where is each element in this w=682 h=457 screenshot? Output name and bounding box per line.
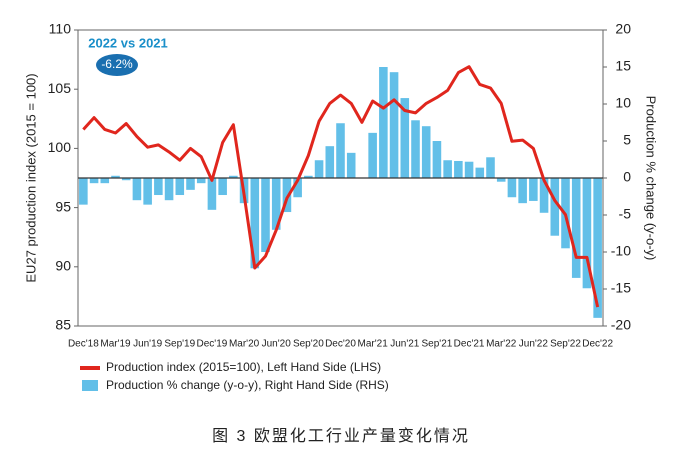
y2-tick-label: 10 bbox=[615, 95, 631, 111]
x-tick-label: Mar'19 bbox=[100, 339, 131, 350]
x-tick-label: Dec'19 bbox=[197, 339, 228, 350]
line bbox=[82, 65, 600, 308]
bar bbox=[368, 132, 377, 178]
bar bbox=[571, 178, 581, 278]
annotation-badge bbox=[96, 54, 138, 76]
bar bbox=[314, 160, 324, 178]
y2-tick-label: 5 bbox=[623, 132, 631, 148]
x-tick-label: Sep'21 bbox=[422, 339, 453, 350]
bar bbox=[507, 178, 517, 198]
bar bbox=[443, 160, 452, 178]
bar bbox=[271, 178, 281, 230]
bar bbox=[411, 120, 420, 178]
x-tick-label: Sep'20 bbox=[293, 339, 324, 350]
bar bbox=[89, 178, 99, 184]
bar bbox=[400, 98, 410, 178]
bar bbox=[229, 175, 238, 178]
bar bbox=[164, 178, 174, 201]
bar bbox=[293, 178, 302, 198]
bar bbox=[121, 178, 131, 181]
y-tick-label: 85 bbox=[55, 317, 71, 333]
bar bbox=[218, 178, 227, 196]
bar bbox=[186, 178, 195, 190]
caption: 图 3 欧盟化工行业产量变化情况 bbox=[212, 427, 470, 445]
bar bbox=[529, 178, 538, 201]
y-tick-label: 105 bbox=[48, 80, 72, 96]
bar bbox=[336, 123, 345, 178]
bar bbox=[464, 161, 474, 178]
y-tick-label: 110 bbox=[49, 21, 72, 37]
bar bbox=[261, 178, 270, 252]
x-tick-label: Mar'20 bbox=[229, 339, 260, 350]
bar bbox=[389, 72, 399, 178]
x-tick-label: Mar'22 bbox=[486, 339, 517, 350]
bar bbox=[539, 178, 549, 213]
bar bbox=[250, 178, 260, 269]
bar bbox=[143, 178, 152, 205]
bar bbox=[518, 178, 527, 204]
x-tick-label: Sep'19 bbox=[164, 339, 195, 350]
bar bbox=[550, 178, 560, 236]
y2-tick-label: -10 bbox=[611, 243, 631, 259]
bar bbox=[582, 178, 592, 289]
bar bbox=[100, 178, 110, 184]
bar bbox=[111, 175, 120, 178]
bar bbox=[496, 178, 506, 182]
bar bbox=[282, 178, 292, 213]
bar bbox=[486, 157, 495, 178]
y2-axis-label: Production % change (y-o-y) bbox=[644, 96, 659, 261]
y2-tick-label: -5 bbox=[619, 206, 632, 222]
legend-label: Production index (2015=100), Left Hand S… bbox=[106, 360, 381, 374]
bar bbox=[207, 178, 217, 210]
x-tick-label: Dec'20 bbox=[325, 339, 356, 350]
bar bbox=[154, 178, 163, 196]
y-tick-label: 90 bbox=[55, 258, 71, 274]
bar bbox=[175, 178, 185, 196]
legend-label: Production % change (y-o-y), Right Hand … bbox=[106, 378, 389, 392]
bar bbox=[132, 178, 142, 201]
y2-tick-label: 20 bbox=[615, 21, 631, 37]
bar bbox=[79, 178, 88, 205]
y-axis-label: EU27 production index (2015 = 100) bbox=[23, 73, 38, 282]
x-tick-label: Jun'19 bbox=[133, 339, 163, 350]
x-tick-label: Jun'21 bbox=[390, 339, 420, 350]
bar bbox=[196, 178, 206, 184]
annotation-title: 2022 vs 2021 bbox=[88, 35, 168, 50]
bar bbox=[346, 152, 356, 178]
y-tick-label: 100 bbox=[48, 139, 72, 155]
annotation-value: -6.2% bbox=[101, 57, 133, 71]
bar bbox=[379, 67, 388, 178]
bar bbox=[304, 175, 313, 178]
x-tick-label: Sep'22 bbox=[550, 339, 581, 350]
y2-tick-label: 0 bbox=[623, 169, 631, 185]
x-tick-label: Jun'20 bbox=[262, 339, 292, 350]
bar bbox=[475, 167, 485, 178]
x-tick-label: Dec'21 bbox=[454, 339, 485, 350]
bar bbox=[432, 141, 442, 178]
bar bbox=[421, 126, 431, 178]
x-tick-label: Jun'22 bbox=[519, 339, 549, 350]
y2-tick-label: -20 bbox=[611, 317, 631, 333]
y2-tick-label: -15 bbox=[611, 280, 631, 296]
y2-tick-label: 15 bbox=[615, 58, 631, 74]
y-tick-label: 95 bbox=[55, 198, 71, 214]
x-tick-label: Mar'21 bbox=[358, 339, 389, 350]
x-tick-label: Dec'18 bbox=[68, 339, 99, 350]
x-tick-label: Dec'22 bbox=[582, 339, 613, 350]
bar bbox=[454, 160, 463, 178]
bar bbox=[325, 146, 335, 178]
legend-bar-swatch bbox=[82, 380, 98, 391]
bar bbox=[593, 178, 602, 318]
